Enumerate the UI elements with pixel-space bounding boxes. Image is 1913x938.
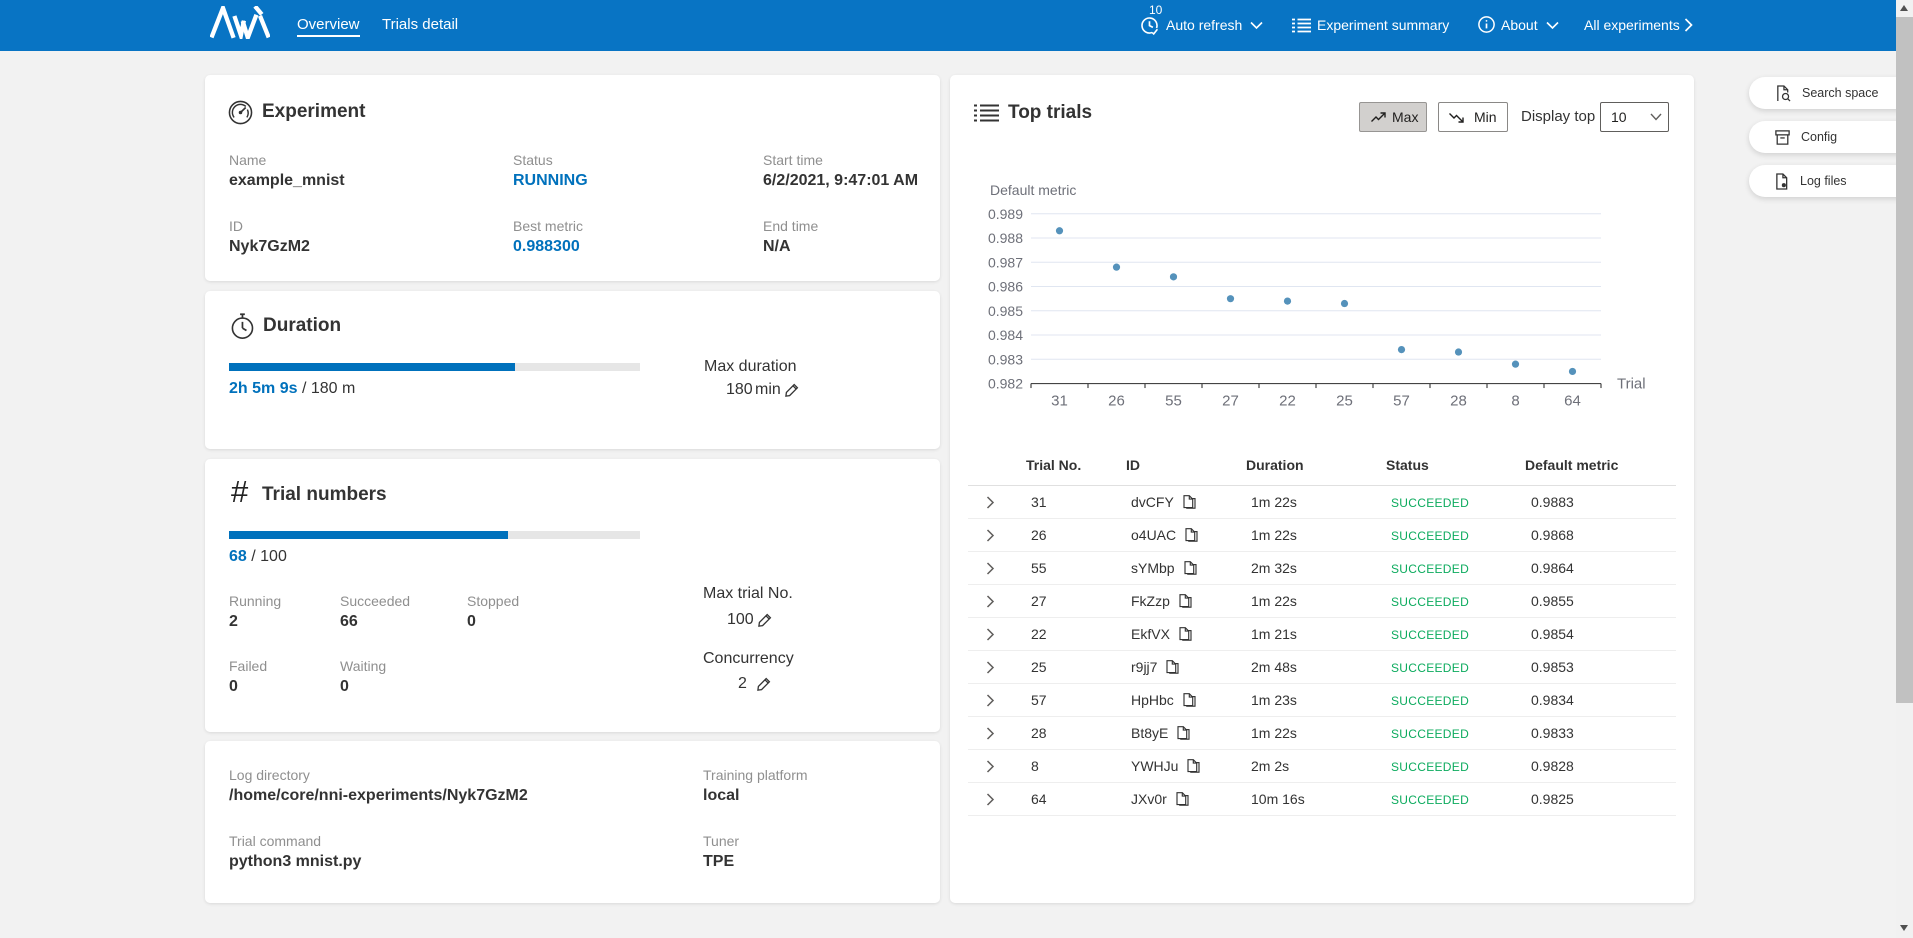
svg-text:0.982: 0.982 <box>988 376 1023 392</box>
svg-text:0.989: 0.989 <box>988 206 1023 222</box>
svg-text:64: 64 <box>1564 393 1581 410</box>
svg-text:0.984: 0.984 <box>988 327 1023 343</box>
svg-text:0.983: 0.983 <box>988 351 1023 367</box>
svg-text:28: 28 <box>1450 393 1467 410</box>
svg-text:57: 57 <box>1393 393 1410 410</box>
svg-text:26: 26 <box>1108 393 1125 410</box>
svg-text:0.987: 0.987 <box>988 254 1023 270</box>
svg-text:27: 27 <box>1222 393 1239 410</box>
svg-text:31: 31 <box>1051 393 1068 410</box>
svg-text:0.988: 0.988 <box>988 230 1023 246</box>
svg-text:0.986: 0.986 <box>988 279 1023 295</box>
svg-text:25: 25 <box>1336 393 1353 410</box>
svg-text:22: 22 <box>1279 393 1296 410</box>
svg-text:Default metric: Default metric <box>990 182 1076 198</box>
svg-text:8: 8 <box>1511 393 1519 410</box>
svg-text:0.985: 0.985 <box>988 303 1023 319</box>
svg-text:55: 55 <box>1165 393 1182 410</box>
svg-text:Trial: Trial <box>1617 376 1646 393</box>
